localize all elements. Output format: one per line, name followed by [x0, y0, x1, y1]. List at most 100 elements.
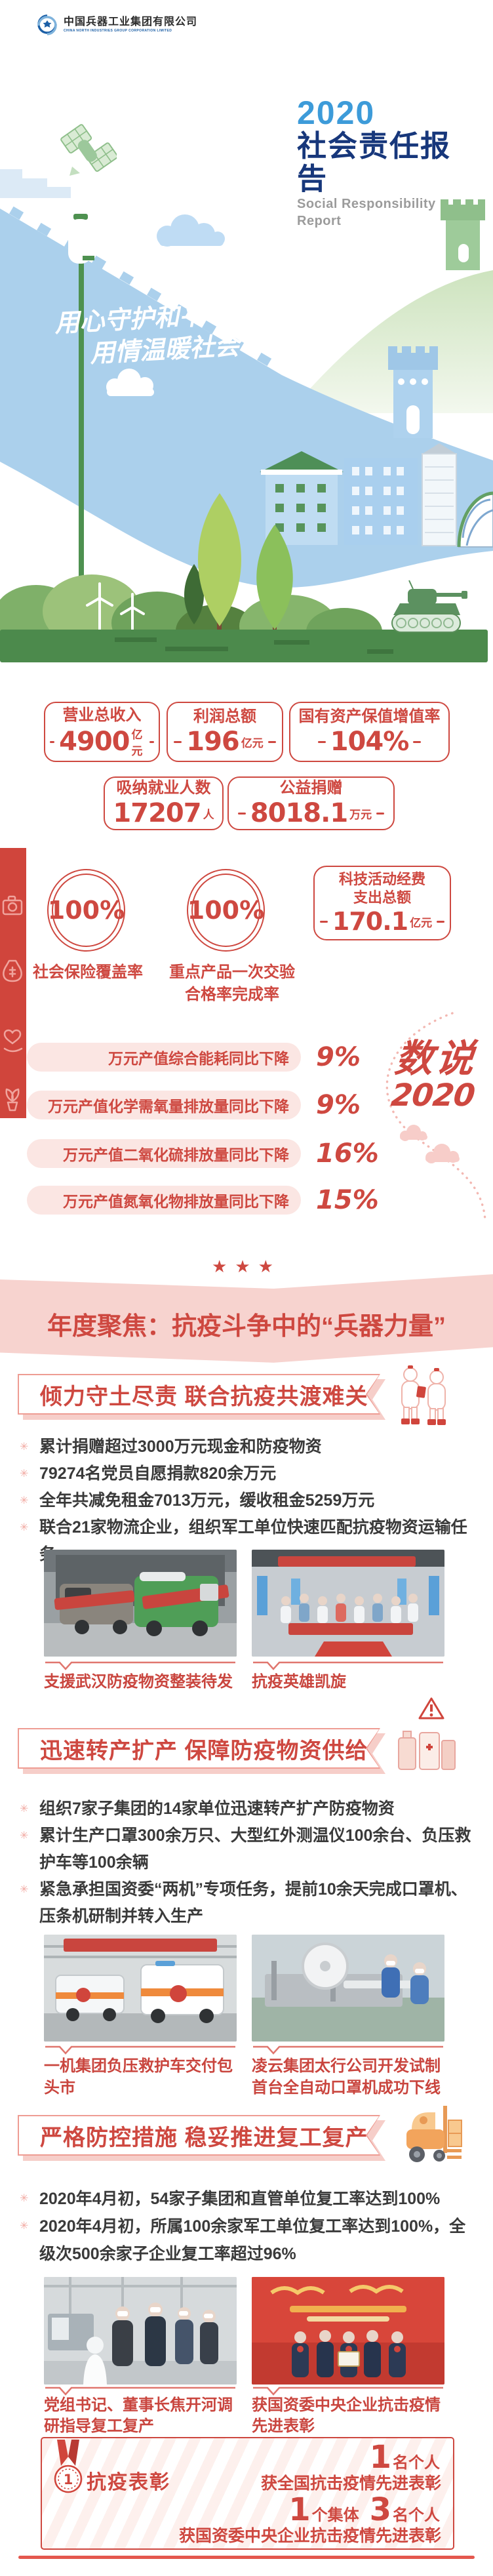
logo-name-cn: 中国兵器工业集团有限公司 [64, 16, 198, 28]
pill-label: 万元产值综合能耗同比下降 [108, 1050, 289, 1067]
circle-social-insurance: 100% [47, 869, 125, 952]
pill-energy: 万元产值综合能耗同比下降 [27, 1043, 301, 1072]
starburst-icon: ✳ [20, 1468, 29, 1479]
photo-caption: 一机集团负压救护车交付包头市 [44, 2057, 233, 2097]
award-details: 1 名个人 获全国抗击疫情先进表彰 1 个集体 3 名个人 获国资委中央企业抗击疫情先… [74, 2441, 441, 2546]
money-bag-icon [3, 959, 22, 982]
tank-icon [391, 580, 467, 633]
circle-label: 社会保险覆盖率 [33, 963, 143, 981]
photo-caption: 支援武汉防疫物资整装待发 [44, 1673, 233, 1691]
anti-epidemic-award-box: 1 抗疫表彰 1 名个人 获全国抗击疫情先进表彰 1 个集体 3 名个人 获国资委中央… [41, 2437, 454, 2550]
shushuo-2020-badge: 数说 2020 [389, 1036, 481, 1114]
kpi-value: 104% [330, 727, 410, 757]
section3-title: 严格防控措施 稳妥推进复工复产 [19, 2116, 379, 2154]
pill-value: 16% [316, 1138, 379, 1169]
sprout-icon [5, 1088, 20, 1112]
kpi-label: 吸纳就业人数 [116, 779, 211, 797]
photo-caption: 党组书记、董事长焦开河调研指导复工复产 [44, 2396, 233, 2435]
starburst-icon: ✳ [20, 1441, 29, 1453]
svg-text:1: 1 [64, 2472, 73, 2487]
starburst-icon: ✳ [20, 2221, 29, 2232]
report-title-block: 2020 社会责任报告 Social Responsibility Report [297, 96, 467, 230]
kpi-donation: 公益捐赠 8018.1 万元 [227, 776, 395, 830]
section2-title: 迅速转产扩产 保障防疫物资供给 [19, 1729, 379, 1767]
starburst-icon: ✳ [20, 2193, 29, 2204]
photo-ambulance-delivery [44, 1935, 237, 2042]
kpi-label: 公益捐赠 [279, 779, 343, 797]
bullet-item: ✳ 累计生产口罩300余万只、大型红外测温仪100余台、负压救护车等100余辆 [20, 1822, 480, 1876]
report-title-cn: 社会责任报告 [297, 129, 452, 195]
trees [184, 493, 293, 636]
starburst-icon: ✳ [20, 1803, 29, 1815]
section3-banner: 严格防控措施 稳妥推进复工复产 [18, 2115, 380, 2156]
supplies-illustration [398, 1697, 456, 1770]
kpi-unit: 亿元 [241, 736, 264, 750]
pill-value: 9% [316, 1042, 361, 1072]
norinco-emblem-icon [37, 14, 57, 35]
award-row2-desc: 获国资委中央企业抗击疫情先进表彰 [178, 2527, 441, 2545]
pale-wall-steps [0, 169, 71, 198]
award-row1-desc: 获全国抗击疫情先进表彰 [260, 2474, 441, 2493]
kpi-revenue: 营业总收入 4900 亿元 [44, 702, 160, 762]
kpi-unit: 万元 [349, 808, 372, 821]
kpi-unit: 亿元 [131, 729, 143, 757]
bullet-item: ✳ 全年共减免租金7013万元，缓收租金5259万元 [20, 1487, 480, 1514]
report-year: 2020 [297, 94, 376, 131]
photo-heroes-return [252, 1550, 444, 1657]
camera-icon [2, 895, 23, 916]
badge-line2: 2020 [389, 1077, 477, 1114]
caption-marker [45, 2045, 235, 2055]
kpi-label: 利润总额 [193, 708, 256, 725]
section1-bullets: ✳ 累计捐赠超过3000万元现金和防疫物资 ✳ 79274名党员自愿捐款820余万元… [20, 1434, 480, 1568]
section1-banner: 倾力守土尽责 联合抗疫共渡难关 [18, 1374, 380, 1415]
white-cloud-icon [106, 369, 154, 396]
section2-bullets: ✳ 组织7家子集团的14家单位迅速转产扩产防疫物资 ✳ 累计生产口罩300余万只、大… [20, 1796, 480, 1930]
photo-mask-machine [252, 1935, 444, 2042]
photo-caption: 凌云集团太行公司开发试制首台全自动口罩机成功下线 [252, 2057, 441, 2097]
caption-marker [45, 1661, 235, 1670]
medics-illustration [401, 1365, 446, 1425]
bullet-item: ✳ 2020年4月初，54家子集团和直管单位复工率达到100% [20, 2185, 480, 2213]
photo-award-stage [252, 2277, 444, 2385]
bullet-item: ✳ 累计捐赠超过3000万元现金和防疫物资 [20, 1434, 480, 1460]
section3-bullets: ✳ 2020年4月初，54家子集团和直管单位复工率达到100% ✳ 2020年4月初… [20, 2185, 480, 2268]
green-tower-icon [441, 199, 485, 270]
city-buildings [260, 443, 493, 548]
pill-label: 万元产值氮氧化物排放量同比下降 [63, 1193, 289, 1210]
bullet-item: ✳联合21家物流企业，组织军工单位快速匹配抗疫物资运输任务 [20, 1514, 480, 1568]
kpi-tech-spend: 科技活动经费 支出总额 170.1 亿元 [313, 866, 451, 940]
kpi-label: 国有资产保值增值率 [298, 708, 441, 725]
report-title-en: Social Responsibility Report [297, 197, 436, 228]
pill-label: 万元产值二氧化硫排放量同比下降 [63, 1146, 289, 1163]
bullet-item: ✳ 紧急承担国资委“两机”专项任务，提前10余天完成口罩机、压条机研制并转入生产 [20, 1876, 480, 1930]
three-stars-divider: ★★★ [212, 1257, 281, 1276]
caption-marker [45, 2386, 235, 2396]
bullet-item: ✳ 组织7家子集团的14家单位迅速转产扩产防疫物资 [20, 1796, 480, 1822]
circle-product-pass: 100% [187, 869, 265, 952]
logo-name-en: CHINA NORTH INDUSTRIES GROUP CORPORATION… [64, 29, 172, 33]
bullet-item: ✳ 2020年4月初，所属100余家军工单位复工率达到100%，全级次500余家子… [20, 2213, 480, 2268]
pink-cloud-icon [400, 1125, 460, 1163]
kpi-value: 17207 [113, 798, 201, 828]
cloud-icon [157, 214, 225, 247]
forklift-illustration [406, 2106, 462, 2162]
kpi-value: 170.1 [332, 907, 408, 936]
starburst-icon: ✳ [20, 1522, 29, 1533]
pill-nox: 万元产值氮氧化物排放量同比下降 [27, 1186, 301, 1215]
medal-icon: 1 [54, 2440, 83, 2493]
kpi-employment: 吸纳就业人数 17207 人 [104, 776, 224, 830]
hero-illustration: 用心守护和平 用情温暖社会 [0, 199, 493, 662]
pill-so2: 万元产值二氧化硫排放量同比下降 [27, 1139, 301, 1168]
photo-caption: 抗疫英雄凯旋 [252, 1673, 346, 1691]
hand-heart-icon [3, 1029, 23, 1053]
caption-marker [253, 2386, 443, 2396]
ground-strip [0, 630, 488, 662]
bullet-item: ✳ 79274名党员自愿捐款820余万元 [20, 1460, 480, 1487]
kpi-asset-ratio: 国有资产保值增值率 104% [289, 702, 450, 762]
left-red-bar [0, 848, 26, 1118]
photo-caption: 获国资委中央企业抗击疫情先进表彰 [252, 2396, 441, 2435]
circle-label: 重点产品一次交验合格率完成率 [169, 963, 295, 1003]
photo-wuhan-supply-vans [44, 1550, 237, 1657]
section1-title: 倾力守土尽责 联合抗疫共渡难关 [19, 1375, 379, 1413]
